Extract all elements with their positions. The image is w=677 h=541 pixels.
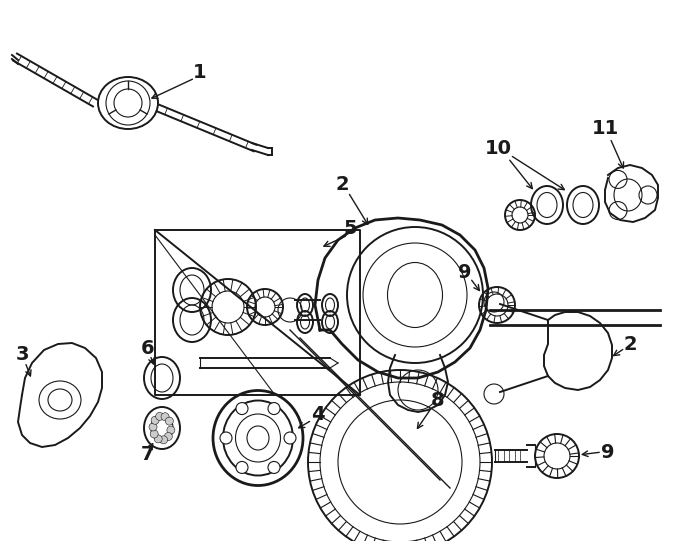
Text: 10: 10 <box>485 138 512 157</box>
Circle shape <box>156 412 164 420</box>
Circle shape <box>150 430 158 438</box>
Text: 4: 4 <box>311 406 325 425</box>
Circle shape <box>165 417 173 425</box>
Circle shape <box>268 403 280 414</box>
Text: 11: 11 <box>592 118 619 137</box>
Circle shape <box>220 432 232 444</box>
Circle shape <box>165 432 173 440</box>
Circle shape <box>161 413 169 421</box>
Text: 2: 2 <box>624 335 637 354</box>
Circle shape <box>236 461 248 473</box>
Circle shape <box>236 403 248 414</box>
Text: 9: 9 <box>601 443 615 461</box>
Circle shape <box>284 432 296 444</box>
Text: 2: 2 <box>335 175 349 195</box>
Circle shape <box>154 435 162 443</box>
Circle shape <box>167 426 175 434</box>
Text: 3: 3 <box>16 346 28 365</box>
Circle shape <box>268 461 280 473</box>
Text: 6: 6 <box>141 339 155 358</box>
Circle shape <box>149 423 157 431</box>
Circle shape <box>151 416 159 424</box>
Text: 8: 8 <box>431 391 445 410</box>
Circle shape <box>160 436 168 444</box>
Text: 1: 1 <box>193 63 206 82</box>
Text: 7: 7 <box>141 445 155 465</box>
Text: 5: 5 <box>343 219 357 237</box>
Text: 9: 9 <box>458 262 472 281</box>
